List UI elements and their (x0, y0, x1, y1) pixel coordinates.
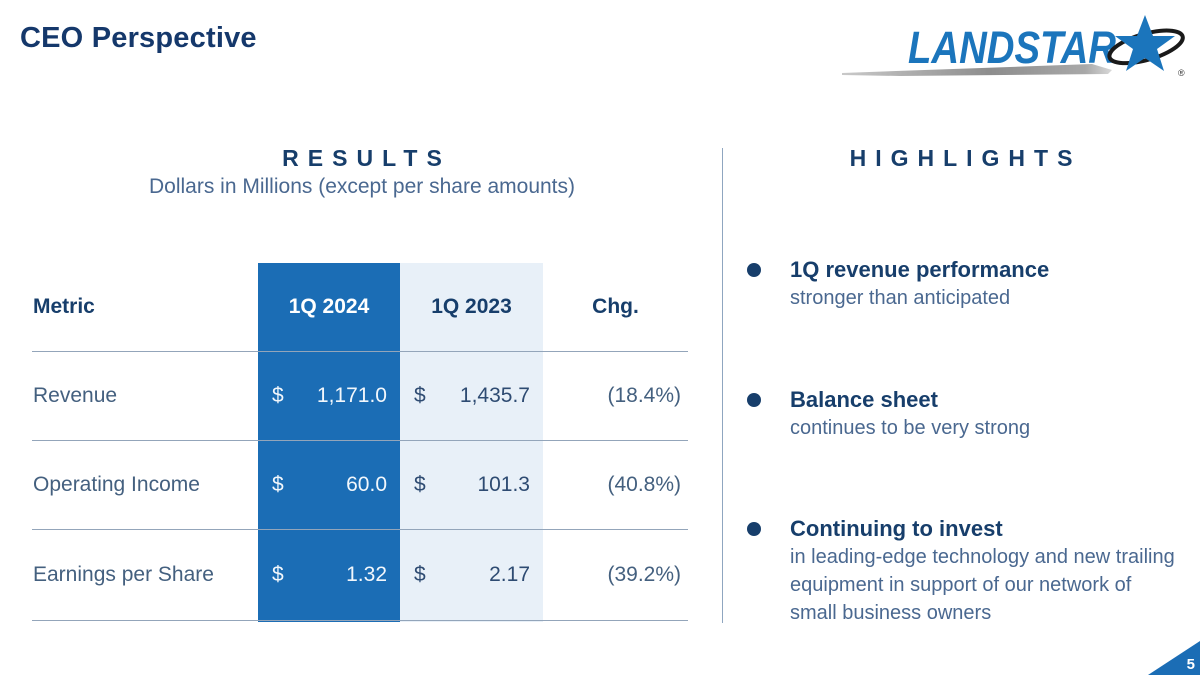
header-chg: Chg. (592, 295, 639, 318)
column-band-1q2023 (400, 263, 543, 622)
corner-triangle (1148, 641, 1200, 675)
value-1q2024: 60.0 (346, 473, 387, 496)
section-divider (722, 148, 723, 623)
cell-1q2024: $ 1,171.0 (258, 384, 400, 408)
highlight-detail: in leading-edge technology and new trail… (790, 546, 1175, 624)
highlight-item-investing: Continuing to invest in leading-edge tec… (722, 514, 1192, 627)
table-row-revenue: Revenue $ 1,171.0 $ 1,435.7 (18.4%) (32, 352, 688, 441)
currency-symbol: $ (414, 384, 426, 407)
table-header-row: Metric 1Q 2024 1Q 2023 Chg. (32, 263, 688, 352)
cell-1q2023: $ 2.17 (400, 563, 543, 587)
currency-symbol: $ (272, 563, 284, 586)
bullet-icon (747, 393, 761, 407)
highlights-heading: HIGHLIGHTS (849, 145, 1082, 171)
cell-chg: (39.2%) (607, 563, 681, 586)
row-label: Operating Income (33, 473, 200, 496)
landstar-logo: LANDSTAR ® (842, 15, 1185, 78)
logo-swoosh (842, 64, 1112, 76)
cell-1q2024: $ 60.0 (258, 473, 400, 497)
page-title: CEO Perspective (20, 22, 257, 54)
row-label: Revenue (33, 384, 118, 407)
cell-chg: (18.4%) (607, 384, 681, 407)
table-row-operating-income: Operating Income $ 60.0 $ 101.3 (40.8%) (32, 441, 688, 530)
currency-symbol: $ (414, 473, 426, 496)
results-heading: RESULTS (282, 145, 451, 171)
column-band-1q2024 (258, 263, 400, 622)
highlight-detail: continues to be very strong (790, 417, 1031, 439)
row-label: Earnings per Share (33, 563, 214, 586)
results-table: Metric 1Q 2024 1Q 2023 Chg. Revenue $ 1,… (32, 263, 688, 622)
cell-1q2023: $ 101.3 (400, 473, 543, 497)
value-1q2023: 101.3 (477, 473, 530, 496)
highlight-item-revenue: 1Q revenue performance stronger than ant… (722, 255, 1192, 312)
bullet-icon (747, 263, 761, 277)
value-1q2023: 1,435.7 (459, 384, 530, 407)
highlight-title: 1Q revenue performance (790, 257, 1050, 282)
highlight-item-balance-sheet: Balance sheet continues to be very stron… (722, 385, 1192, 442)
highlight-detail: stronger than anticipated (790, 287, 1011, 309)
currency-symbol: $ (272, 384, 284, 407)
currency-symbol: $ (272, 473, 284, 496)
cell-1q2024: $ 1.32 (258, 563, 400, 587)
value-1q2023: 2.17 (489, 563, 530, 586)
cell-1q2023: $ 1,435.7 (400, 384, 543, 408)
value-1q2024: 1,171.0 (316, 384, 387, 407)
logo-wordmark: LANDSTAR (908, 22, 1116, 73)
bullet-icon (747, 522, 761, 536)
highlight-title: Balance sheet (790, 387, 938, 412)
cell-chg: (40.8%) (607, 473, 681, 496)
header-metric: Metric (33, 295, 95, 318)
logo-registered-mark: ® (1178, 68, 1185, 78)
table-row-eps: Earnings per Share $ 1.32 $ 2.17 (39.2%) (32, 530, 688, 621)
logo-star-icon (1107, 15, 1185, 71)
header-1q2024: 1Q 2024 (288, 295, 370, 318)
header-1q2023: 1Q 2023 (431, 295, 512, 318)
value-1q2024: 1.32 (346, 563, 387, 586)
page-number: 5 (1186, 656, 1195, 673)
highlight-title: Continuing to invest (790, 516, 1003, 541)
currency-symbol: $ (414, 563, 426, 586)
results-subheading: Dollars in Millions (except per share am… (149, 175, 575, 198)
